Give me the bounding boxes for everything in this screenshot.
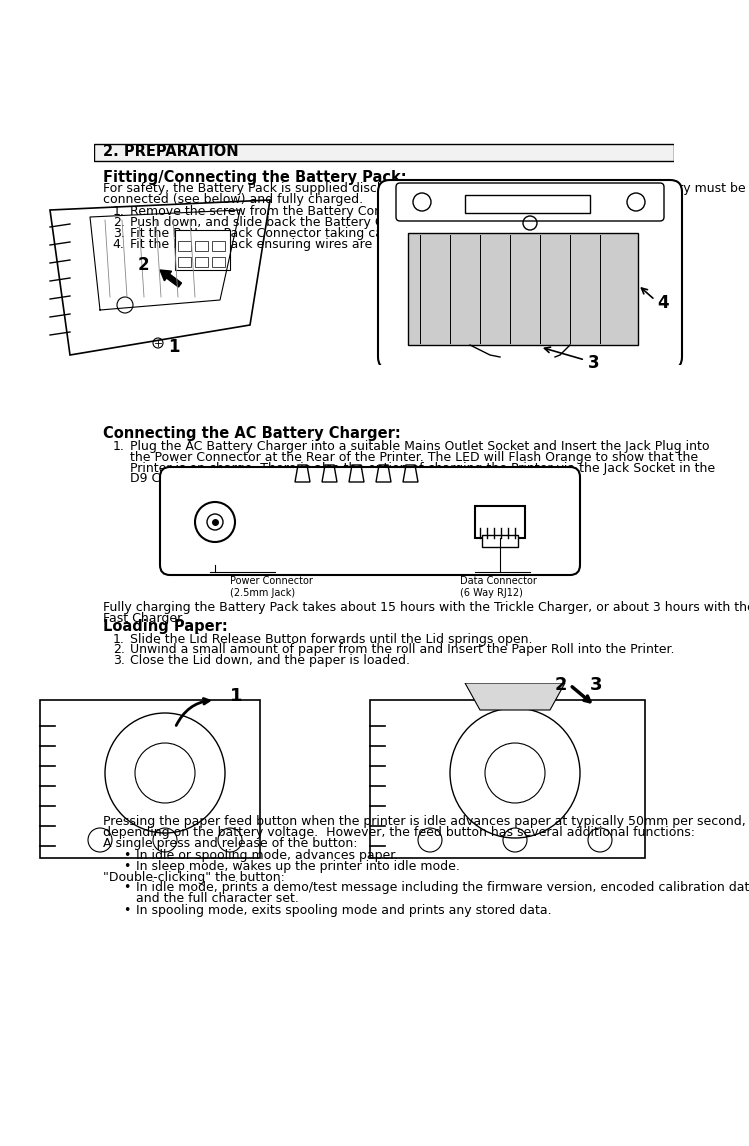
- Text: In spooling mode, exits spooling mode and prints any stored data.: In spooling mode, exits spooling mode an…: [136, 904, 552, 917]
- Bar: [465, 195, 590, 213]
- Text: 4.: 4.: [113, 237, 124, 251]
- Text: Fitting/Connecting the Battery Pack:: Fitting/Connecting the Battery Pack:: [103, 170, 407, 185]
- Bar: [212, 257, 225, 267]
- Text: depending on the battery voltage.  However, the feed button has several addition: depending on the battery voltage. Howeve…: [103, 826, 695, 839]
- Bar: [475, 507, 525, 537]
- Bar: [178, 241, 191, 251]
- Bar: [94, 143, 674, 160]
- Text: 2: 2: [138, 256, 150, 274]
- Text: Fast Charger.: Fast Charger.: [103, 612, 185, 625]
- Text: Remove the screw from the Battery Compartment Door.: Remove the screw from the Battery Compar…: [130, 205, 482, 218]
- Text: 3: 3: [588, 354, 600, 372]
- Bar: [195, 257, 208, 267]
- Text: D9 Connector.: D9 Connector.: [130, 472, 219, 486]
- Text: 1.: 1.: [113, 205, 124, 218]
- Text: A single press and release of the button:: A single press and release of the button…: [103, 837, 357, 849]
- Text: Slide the Lid Release Button forwards until the Lid springs open.: Slide the Lid Release Button forwards un…: [130, 633, 533, 645]
- Text: Loading Paper:: Loading Paper:: [103, 619, 228, 634]
- Text: Printer is on charge. There is also the option of charging the Printer via the J: Printer is on charge. There is also the …: [130, 462, 715, 474]
- Text: •: •: [123, 860, 130, 873]
- Text: Pressing the paper feed button when the printer is idle advances paper at typica: Pressing the paper feed button when the …: [103, 815, 746, 829]
- Text: 2: 2: [555, 676, 568, 694]
- Polygon shape: [465, 683, 565, 711]
- Text: 1.: 1.: [113, 440, 124, 453]
- Text: Fit the Battery Pack Connector taking care to insert it correctly.: Fit the Battery Pack Connector taking ca…: [130, 227, 525, 240]
- Text: •: •: [123, 849, 130, 862]
- Text: •: •: [123, 881, 130, 894]
- Text: the Power Connector at the Rear of the Printer. The LED will Flash Orange to sho: the Power Connector at the Rear of the P…: [130, 450, 698, 464]
- Text: For safety, the Battery Pack is supplied discharged and disconnected. Before use: For safety, the Battery Pack is supplied…: [103, 182, 745, 195]
- Text: (2.5mm Jack): (2.5mm Jack): [230, 588, 295, 598]
- Text: (6 Way RJ12): (6 Way RJ12): [460, 588, 523, 598]
- Text: and the full character set.: and the full character set.: [136, 892, 299, 905]
- Text: 2.: 2.: [113, 217, 124, 229]
- Text: 2. PREPARATION: 2. PREPARATION: [103, 144, 238, 159]
- Text: Push down, and slide back the Battery Compartment Door.: Push down, and slide back the Battery Co…: [130, 217, 499, 229]
- Bar: [212, 241, 225, 251]
- Text: 1.: 1.: [113, 633, 124, 645]
- FancyBboxPatch shape: [160, 468, 580, 575]
- Text: Power Connector: Power Connector: [230, 576, 313, 586]
- Text: In idle mode, prints a demo/test message including the firmware version, encoded: In idle mode, prints a demo/test message…: [136, 881, 749, 894]
- Text: 2.: 2.: [113, 643, 124, 657]
- Text: Close the Lid down, and the paper is loaded.: Close the Lid down, and the paper is loa…: [130, 654, 410, 667]
- Bar: [175, 230, 230, 270]
- FancyArrow shape: [160, 270, 181, 286]
- FancyBboxPatch shape: [378, 180, 682, 369]
- FancyBboxPatch shape: [396, 183, 664, 221]
- Bar: [195, 241, 208, 251]
- Text: Unwind a small amount of paper from the roll and Insert the Paper Roll into the : Unwind a small amount of paper from the …: [130, 643, 675, 657]
- Text: 1: 1: [230, 686, 243, 705]
- Text: "Double-clicking" the button:: "Double-clicking" the button:: [103, 871, 285, 884]
- Text: Fully charging the Battery Pack takes about 15 hours with the Trickle Charger, o: Fully charging the Battery Pack takes ab…: [103, 601, 749, 614]
- Bar: [178, 257, 191, 267]
- Text: In idle or spooling mode, advances paper.: In idle or spooling mode, advances paper…: [136, 849, 398, 862]
- Text: •: •: [123, 904, 130, 917]
- Text: Fit the Battery Pack ensuring wires are correctly routed and not trapped,: Fit the Battery Pack ensuring wires are …: [130, 237, 586, 251]
- Text: Plug the AC Battery Charger into a suitable Mains Outlet Socket and Insert the J: Plug the AC Battery Charger into a suita…: [130, 440, 709, 453]
- Text: connected (see below) and fully charged.: connected (see below) and fully charged.: [103, 193, 363, 206]
- Text: 3.: 3.: [113, 654, 124, 667]
- Bar: [482, 535, 518, 547]
- Bar: [408, 233, 638, 345]
- Text: 4: 4: [657, 295, 669, 312]
- Text: Data Connector: Data Connector: [460, 576, 537, 586]
- Text: Connecting the AC Battery Charger:: Connecting the AC Battery Charger:: [103, 426, 401, 441]
- Text: 1: 1: [168, 338, 180, 356]
- Text: 3.: 3.: [113, 227, 124, 240]
- Text: 3: 3: [590, 676, 602, 694]
- Text: In sleep mode, wakes up the printer into idle mode.: In sleep mode, wakes up the printer into…: [136, 860, 460, 873]
